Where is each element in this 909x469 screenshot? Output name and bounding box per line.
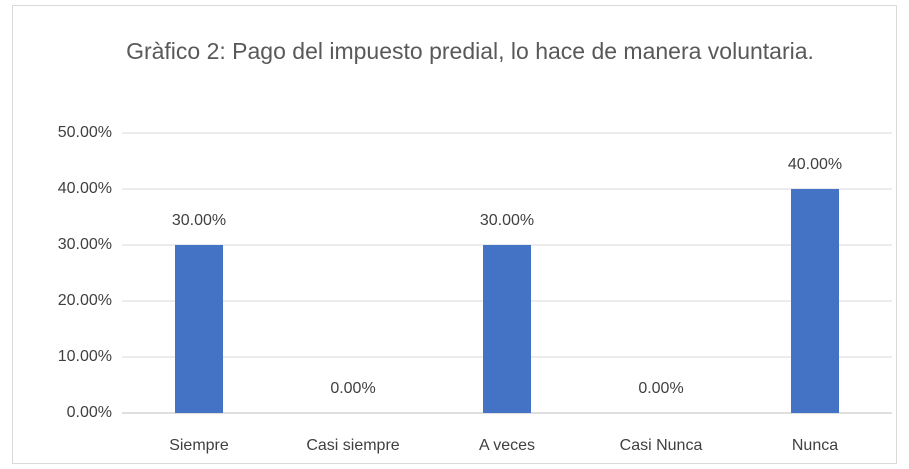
y-tick-label: 50.00% [58, 124, 112, 141]
bar [791, 189, 839, 413]
x-tick-label: Casi siempre [306, 437, 399, 454]
x-tick-label: Casi Nunca [620, 437, 703, 454]
y-tick-label: 0.00% [67, 404, 112, 421]
x-tick-label: Nunca [792, 437, 838, 454]
data-label: 30.00% [172, 212, 226, 229]
data-label: 40.00% [788, 156, 842, 173]
data-label: 30.00% [480, 212, 534, 229]
bar [175, 245, 223, 413]
chart-title: Gràfico 2: Pago del impuesto predial, lo… [126, 38, 814, 64]
data-label: 0.00% [330, 380, 375, 397]
y-tick-label: 20.00% [58, 292, 112, 309]
data-label: 0.00% [638, 380, 683, 397]
y-tick-label: 10.00% [58, 348, 112, 365]
x-tick-label: A veces [479, 437, 535, 454]
chart-border [12, 5, 897, 464]
y-tick-label: 30.00% [58, 236, 112, 253]
bar [483, 245, 531, 413]
y-tick-label: 40.00% [58, 180, 112, 197]
x-tick-label: Siempre [169, 437, 229, 454]
